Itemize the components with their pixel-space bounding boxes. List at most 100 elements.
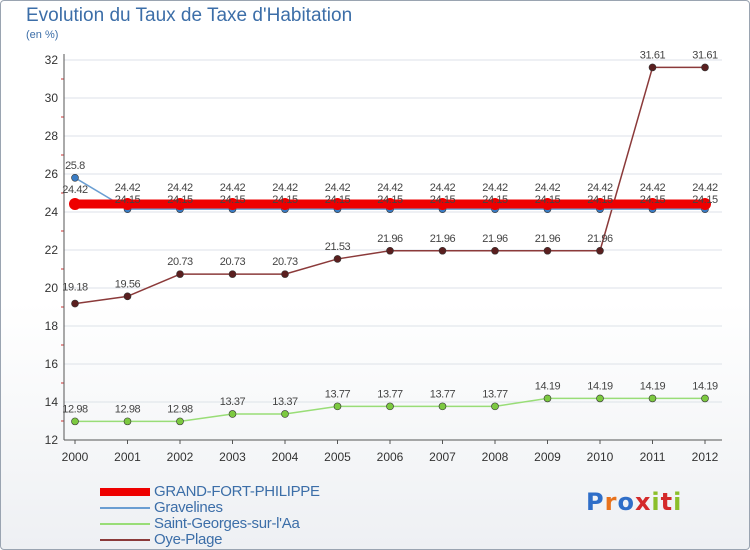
data-label-saint-georges-sur-l-aa-2012: 14.19 bbox=[692, 380, 718, 392]
y-tick-label-32: 32 bbox=[45, 53, 59, 67]
x-tick-label-2005: 2005 bbox=[324, 450, 351, 464]
data-label-gravelines-2010: 24.15 bbox=[587, 194, 613, 206]
data-label-oye-plage-2005: 21.53 bbox=[325, 241, 351, 253]
data-label-grand-fort-philippe-2007: 24.42 bbox=[430, 182, 456, 194]
data-label-gravelines-2008: 24.15 bbox=[482, 194, 508, 206]
data-point-oye-plage-2003 bbox=[228, 270, 237, 278]
x-tick-label-2010: 2010 bbox=[587, 450, 614, 464]
data-point-saint-georges-sur-l-aa-2001 bbox=[123, 417, 132, 426]
data-point-saint-georges-sur-l-aa-2002 bbox=[176, 417, 184, 426]
y-tick-label-18: 18 bbox=[45, 319, 59, 333]
y-tick-label-20: 20 bbox=[45, 281, 59, 295]
data-label-oye-plage-2003: 20.73 bbox=[220, 256, 246, 268]
x-tick-label-2009: 2009 bbox=[534, 450, 561, 464]
y-tick-label-24: 24 bbox=[45, 205, 59, 219]
data-label-gravelines-2005: 24.15 bbox=[325, 194, 351, 206]
data-label-grand-fort-philippe-2009: 24.42 bbox=[535, 182, 561, 194]
legend-swatch-grand-fort-philippe bbox=[100, 488, 150, 496]
x-tick-label-2008: 2008 bbox=[482, 450, 509, 464]
proxiti-logo: Proxiti bbox=[586, 488, 683, 516]
chart-title: Evolution du Taux de Taxe d'Habitation bbox=[26, 5, 353, 26]
data-label-gravelines-2003: 24.15 bbox=[220, 194, 246, 206]
data-point-saint-georges-sur-l-aa-2009 bbox=[543, 394, 552, 403]
data-label-saint-georges-sur-l-aa-2003: 13.37 bbox=[220, 396, 246, 408]
y-tick-label-26: 26 bbox=[45, 167, 59, 181]
data-label-saint-georges-sur-l-aa-2008: 13.77 bbox=[482, 388, 508, 400]
data-point-oye-plage-2001 bbox=[123, 292, 132, 301]
data-point-grand-fort-philippe-2002 bbox=[174, 198, 186, 211]
y-tick-label-28: 28 bbox=[45, 129, 59, 143]
data-label-gravelines-2007: 24.15 bbox=[430, 194, 456, 206]
y-tick-label-30: 30 bbox=[45, 91, 59, 105]
y-tick-label-14: 14 bbox=[45, 395, 59, 409]
x-tick-label-2007: 2007 bbox=[429, 450, 456, 464]
legend-swatch-saint-georges-sur-l-aa bbox=[100, 523, 150, 525]
data-label-grand-fort-philippe-2002: 24.42 bbox=[167, 182, 193, 194]
data-point-oye-plage-2005 bbox=[333, 255, 342, 263]
data-label-oye-plage-2009: 21.96 bbox=[535, 233, 561, 245]
x-tick-label-2000: 2000 bbox=[62, 450, 89, 464]
data-point-saint-georges-sur-l-aa-2012 bbox=[701, 394, 709, 403]
data-label-saint-georges-sur-l-aa-2006: 13.77 bbox=[377, 388, 403, 400]
series-oye-plage bbox=[71, 63, 709, 308]
y-tick-label-12: 12 bbox=[45, 433, 59, 447]
data-point-grand-fort-philippe-2012 bbox=[699, 198, 711, 211]
x-tick-label-2011: 2011 bbox=[640, 450, 666, 464]
data-label-oye-plage-2000: 19.18 bbox=[62, 282, 88, 294]
data-point-grand-fort-philippe-2009 bbox=[541, 198, 554, 211]
data-label-saint-georges-sur-l-aa-2001: 12.98 bbox=[115, 403, 141, 415]
data-label-saint-georges-sur-l-aa-2010: 14.19 bbox=[587, 380, 613, 392]
data-label-oye-plage-2011: 31.61 bbox=[640, 49, 666, 61]
data-label-oye-plage-2006: 21.96 bbox=[377, 233, 403, 245]
data-point-grand-fort-philippe-2010 bbox=[594, 198, 606, 211]
data-point-oye-plage-2004 bbox=[281, 270, 289, 278]
series-saint-georges-sur-l-aa bbox=[71, 394, 709, 426]
data-point-grand-fort-philippe-2001 bbox=[121, 198, 134, 211]
data-point-oye-plage-2000 bbox=[71, 299, 79, 308]
data-point-oye-plage-2011 bbox=[648, 63, 657, 72]
x-tick-label-2001: 2001 bbox=[114, 450, 141, 464]
data-point-grand-fort-philippe-2000 bbox=[69, 198, 81, 211]
data-point-oye-plage-2006 bbox=[386, 246, 394, 255]
data-point-grand-fort-philippe-2006 bbox=[384, 198, 396, 211]
data-label-grand-fort-philippe-2004: 24.42 bbox=[272, 182, 298, 194]
data-label-oye-plage-2001: 19.56 bbox=[115, 278, 141, 290]
data-label-saint-georges-sur-l-aa-2011: 14.19 bbox=[640, 380, 666, 392]
data-point-oye-plage-2012 bbox=[701, 63, 709, 72]
data-label-saint-georges-sur-l-aa-2005: 13.77 bbox=[325, 388, 351, 400]
legend-swatch-gravelines bbox=[100, 507, 150, 509]
data-label-gravelines-2011: 24.15 bbox=[640, 194, 666, 206]
data-point-oye-plage-2008 bbox=[491, 246, 499, 255]
y-tick-label-16: 16 bbox=[45, 357, 59, 371]
data-point-grand-fort-philippe-2004 bbox=[279, 198, 291, 211]
data-label-gravelines-2009: 24.15 bbox=[535, 194, 561, 206]
data-label-oye-plage-2008: 21.96 bbox=[482, 233, 508, 245]
x-tick-label-2004: 2004 bbox=[272, 450, 299, 464]
data-point-grand-fort-philippe-2007 bbox=[436, 198, 449, 211]
data-label-gravelines-2002: 24.15 bbox=[167, 194, 193, 206]
data-label-saint-georges-sur-l-aa-2002: 12.98 bbox=[167, 403, 193, 415]
data-label-grand-fort-philippe-2011: 24.42 bbox=[640, 182, 666, 194]
data-point-gravelines-2000 bbox=[71, 174, 79, 182]
x-tick-label-2006: 2006 bbox=[377, 450, 404, 464]
data-label-saint-georges-sur-l-aa-2004: 13.37 bbox=[272, 396, 298, 408]
data-point-oye-plage-2010 bbox=[596, 246, 604, 255]
x-tick-label-2002: 2002 bbox=[167, 450, 194, 464]
data-label-gravelines-2000: 25.8 bbox=[65, 160, 85, 172]
y-axis-unit-label: (en %) bbox=[26, 29, 59, 41]
data-label-oye-plage-2007: 21.96 bbox=[430, 233, 456, 245]
data-point-saint-georges-sur-l-aa-2008 bbox=[491, 402, 499, 411]
x-tick-label-2003: 2003 bbox=[219, 450, 246, 464]
data-point-saint-georges-sur-l-aa-2004 bbox=[281, 410, 289, 418]
legend-label-gravelines: Gravelines bbox=[154, 499, 223, 516]
data-point-saint-georges-sur-l-aa-2011 bbox=[648, 394, 657, 403]
data-label-grand-fort-philippe-2010: 24.42 bbox=[587, 182, 613, 194]
data-point-saint-georges-sur-l-aa-2007 bbox=[438, 402, 447, 411]
data-label-grand-fort-philippe-2003: 24.42 bbox=[220, 182, 246, 194]
data-label-grand-fort-philippe-2012: 24.42 bbox=[692, 182, 718, 194]
data-label-grand-fort-philippe-2000: 24.42 bbox=[62, 184, 88, 196]
data-point-saint-georges-sur-l-aa-2010 bbox=[596, 394, 604, 403]
data-label-gravelines-2004: 24.15 bbox=[272, 194, 298, 206]
